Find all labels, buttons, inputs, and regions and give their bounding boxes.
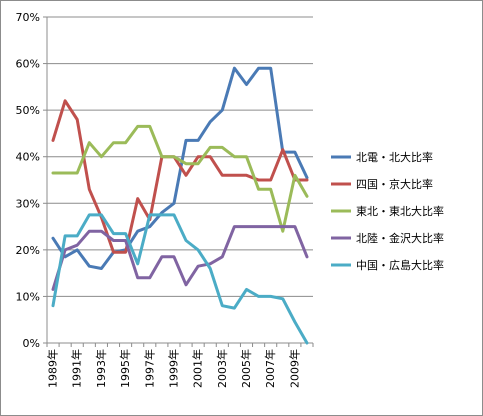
series-lines — [51, 66, 309, 345]
x-tick-label: 1997年 — [142, 349, 156, 388]
series-line — [51, 124, 309, 233]
y-tick-label: 30% — [16, 197, 40, 210]
y-tick-label: 70% — [16, 11, 40, 24]
y-tick-label: 20% — [16, 244, 40, 257]
y-tick-label: 40% — [16, 151, 40, 164]
legend-label: 四国・京大比率 — [356, 177, 433, 191]
gridlines — [47, 16, 313, 297]
axes — [43, 16, 314, 347]
x-tick-label: 1999年 — [166, 349, 180, 388]
x-tick-label: 2005年 — [239, 349, 253, 388]
x-tick-label: 1993年 — [94, 349, 108, 388]
x-tick-label: 1995年 — [118, 349, 132, 388]
x-tick-label: 2007年 — [263, 349, 277, 388]
y-tick-label: 50% — [16, 104, 40, 117]
legend-label: 東北・東北大比率 — [356, 204, 444, 218]
x-tick-label: 1989年 — [46, 349, 60, 388]
y-tick-labels: 0% 10% 20% 30% 40% 50% 60% 70% — [16, 11, 40, 350]
y-tick-label: 60% — [16, 58, 40, 71]
x-tick-label: 1991年 — [70, 349, 84, 388]
legend-label: 中国・広島大比率 — [356, 258, 444, 272]
series-line — [51, 213, 309, 345]
x-tick-labels: 1989年 1991年 1993年 1995年 1997年 1999年 2001年 2003年… — [46, 349, 302, 388]
y-tick-label: 0% — [23, 337, 40, 350]
x-tick-label: 2001年 — [191, 349, 205, 388]
x-tick-label: 2009年 — [287, 349, 301, 388]
legend-label: 北電・北大比率 — [356, 150, 433, 164]
x-tick-label: 2003年 — [215, 349, 229, 388]
legend-label: 北陸・金沢大比率 — [356, 231, 444, 245]
y-tick-label: 10% — [16, 290, 40, 303]
series-line — [51, 66, 309, 270]
series-line — [51, 225, 309, 291]
series-line — [51, 99, 309, 254]
